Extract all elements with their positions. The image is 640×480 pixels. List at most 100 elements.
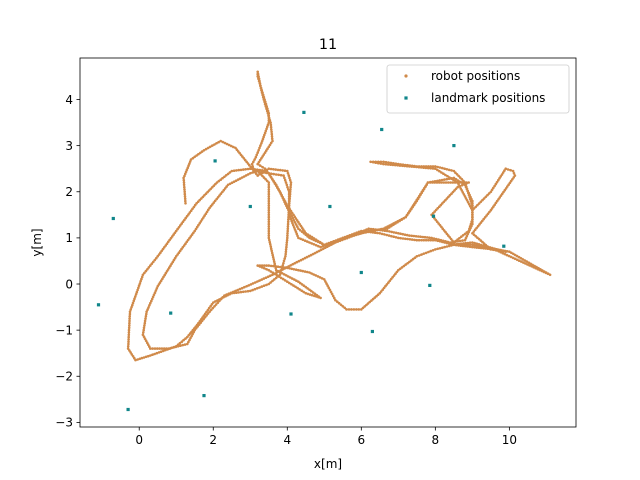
robot-position-point [325,282,328,285]
robot-position-point [433,210,437,213]
robot-position-point [299,269,302,272]
robot-position-point [440,171,443,174]
robot-position-point [388,230,391,233]
robot-position-point [403,233,407,236]
robot-position-point [381,229,384,232]
robot-position-point [277,275,281,278]
robot-position-point [136,358,139,361]
robot-position-point [184,199,187,203]
robot-position-point [199,321,202,325]
robot-position-point [535,265,538,269]
robot-position-point [345,308,348,311]
robot-position-point [314,244,318,247]
robot-position-point [165,242,169,245]
robot-position-point [289,276,292,279]
robot-position-point [290,267,294,271]
robot-position-point [329,290,333,294]
y-tick-label: 2 [65,185,73,199]
robot-position-point [263,98,266,101]
robot-position-point [188,236,191,240]
robot-position-point [287,202,291,205]
robot-position-point [200,150,204,153]
robot-position-point [401,232,405,236]
robot-position-point [482,197,486,200]
robot-position-point [465,185,468,188]
robot-position-point [379,162,383,165]
robot-position-point [174,254,178,258]
robot-position-point [314,239,318,243]
robot-position-point [185,240,189,244]
robot-position-point [470,206,473,210]
robot-position-point [194,327,198,330]
robot-position-point [522,261,525,264]
robot-position-point [300,226,304,229]
robot-position-point [180,222,183,225]
robot-position-point [182,178,186,182]
robot-position-point [441,166,444,170]
robot-position-point [269,123,273,127]
robot-position-point [495,248,499,251]
robot-position-point [473,228,477,231]
robot-position-point [149,301,152,305]
robot-position-point [395,270,399,274]
robot-position-point [450,177,453,181]
robot-position-point [267,232,271,235]
robot-position-point [146,354,150,358]
legend-robot-label: robot positions [431,69,520,83]
robot-position-point [431,249,435,252]
robot-position-point [448,241,452,244]
robot-position-point [257,160,261,164]
robot-position-point [295,279,298,283]
robot-position-point [404,237,407,241]
robot-position-point [267,190,271,194]
robot-position-point [216,299,219,302]
robot-position-point [271,178,274,181]
robot-position-point [443,167,446,170]
robot-position-point [298,288,301,291]
robot-position-point [471,213,474,217]
robot-position-point [308,234,312,238]
robot-position-point [386,225,389,228]
robot-position-point [244,168,247,171]
robot-position-point [267,268,271,272]
robot-position-point [515,254,519,258]
robot-position-point [243,285,246,289]
robot-position-point [186,335,189,339]
robot-position-point [169,264,172,268]
robot-position-point [206,146,210,150]
robot-position-point [291,277,294,280]
robot-position-point [284,248,288,251]
robot-position-point [382,286,386,290]
robot-position-point [165,270,169,273]
robot-position-point [267,225,271,228]
robot-position-point [374,228,378,231]
robot-position-point [151,353,154,357]
robot-position-point [285,241,289,244]
legend: robot positions landmark positions [386,64,570,114]
robot-position-point [151,347,154,350]
robot-position-point [132,299,136,303]
robot-position-point [504,250,508,253]
robot-position-point [267,172,271,175]
robot-position-point [464,236,468,240]
robot-position-point [159,251,162,254]
robot-position-point [191,328,195,332]
robot-position-point [261,93,265,97]
robot-position-point [539,268,542,271]
robot-position-point [311,252,315,256]
robot-position-point [272,180,276,183]
robot-position-point [183,188,186,191]
robot-position-point [424,251,428,255]
robot-position-point [406,212,410,215]
robot-position-point [503,188,507,192]
robot-position-point [205,310,208,314]
robot-position-point [248,163,251,167]
robot-position-point [484,244,488,248]
robot-position-point [214,300,217,303]
robot-position-point [281,268,284,271]
robot-position-point [205,314,208,317]
robot-position-point [176,227,179,231]
robot-position-point [537,266,540,270]
robot-position-point [306,235,309,238]
